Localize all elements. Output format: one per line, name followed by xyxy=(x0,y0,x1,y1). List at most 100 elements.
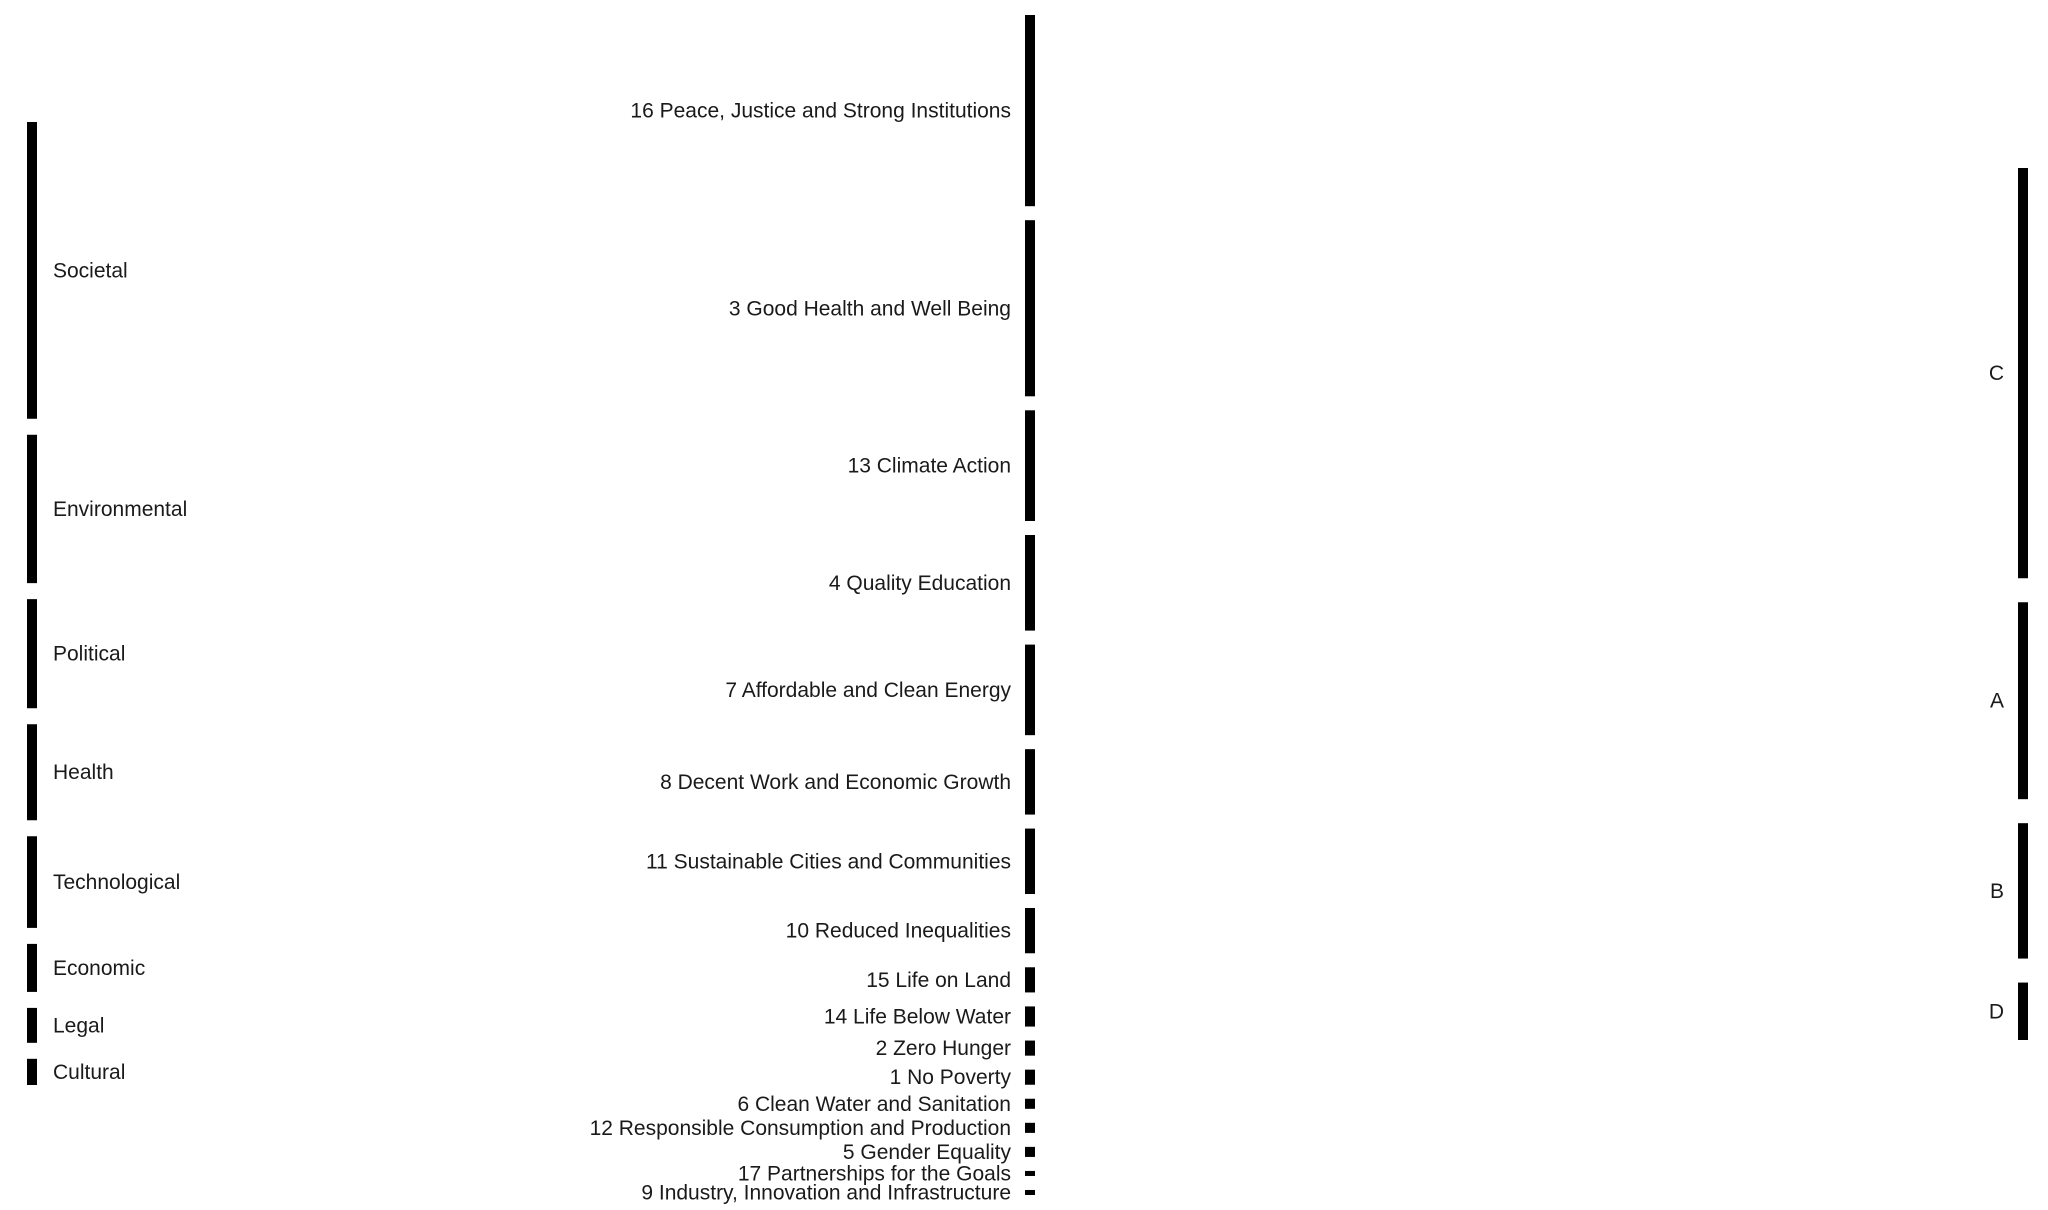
node-label-sdg2: 2 Zero Hunger xyxy=(876,1037,1011,1060)
link-sdg12-to-b xyxy=(1035,942,2018,1133)
node-bar-political xyxy=(27,599,37,709)
node-label-sdg16: 16 Peace, Justice and Strong Institution… xyxy=(630,100,1011,123)
node-label-sdg13: 13 Climate Action xyxy=(848,455,1011,478)
node-bar-sdg2 xyxy=(1025,1040,1035,1056)
node-bar-c xyxy=(2018,168,2028,579)
node-bar-sdg9 xyxy=(1025,1189,1035,1195)
node-label-sdg9: 9 Industry, Innovation and Infrastructur… xyxy=(641,1181,1011,1204)
link-cultural-to-sdg3 xyxy=(37,386,1025,1067)
link-sdg1-to-a xyxy=(1035,770,2018,1084)
node-label-sdg3: 3 Good Health and Well Being xyxy=(729,297,1011,320)
node-label-b: B xyxy=(1990,880,2004,903)
link-sdg13-to-d xyxy=(1035,516,2018,1011)
link-sdg5-to-a xyxy=(1035,779,2018,1152)
link-sdg11-to-c xyxy=(1035,504,2018,868)
link-societal-to-sdg10 xyxy=(37,362,1025,933)
link-sdg9-to-d xyxy=(1035,1036,2018,1195)
node-label-c: C xyxy=(1989,362,2004,385)
node-bar-sdg3 xyxy=(1025,220,1035,397)
node-label-sdg7: 7 Affordable and Clean Energy xyxy=(725,679,1011,702)
node-bar-sdg11 xyxy=(1025,828,1035,894)
link-sdg7-to-a xyxy=(1035,645,2018,734)
link-sdg14-to-b xyxy=(1035,922,2018,1022)
link-environmental-to-sdg6 xyxy=(37,574,1025,1108)
node-bar-sdg16 xyxy=(1025,15,1035,207)
link-sdg6-to-b xyxy=(1035,938,2018,1104)
node-bar-environmental xyxy=(27,434,37,584)
labels-layer: Societal Environmental Political Health Tech… xyxy=(53,100,2004,1205)
link-sdg7-to-d xyxy=(1035,730,2018,1019)
link-legal-to-sdg4 xyxy=(37,610,1025,1029)
node-label-sdg12: 12 Responsible Consumption and Productio… xyxy=(590,1117,1011,1140)
link-sdg16-to-a xyxy=(1035,146,2018,631)
link-sdg3-to-c xyxy=(1035,220,2018,369)
link-sdg8-to-b xyxy=(1035,810,2018,902)
link-sdg8-to-d xyxy=(1035,805,2018,1024)
node-label-sdg4: 4 Quality Education xyxy=(829,572,1011,595)
link-sdg3-to-b xyxy=(1035,371,2018,839)
link-environmental-to-sdg13 xyxy=(37,410,1025,496)
node-bar-legal xyxy=(27,1007,37,1043)
node-bar-sdg4 xyxy=(1025,535,1035,631)
link-sdg5-to-d xyxy=(1035,1032,2018,1157)
link-sdg15-to-b xyxy=(1035,909,2018,982)
link-sdg6-to-c xyxy=(1035,582,2018,1108)
node-bar-economic xyxy=(27,943,37,992)
node-bar-sdg12 xyxy=(1025,1122,1035,1133)
link-sdg16-to-d xyxy=(1035,181,2018,999)
link-sdg10-to-d xyxy=(1035,948,2018,1032)
link-sdg13-to-a xyxy=(1035,496,2018,680)
node-label-technological: Technological xyxy=(53,871,180,894)
node-bar-d xyxy=(2018,982,2028,1040)
link-environmental-to-sdg11 xyxy=(37,561,1025,879)
link-sdg15-to-c xyxy=(1035,558,2018,993)
node-bar-societal xyxy=(27,122,37,419)
node-bar-cultural xyxy=(27,1058,37,1085)
node-label-economic: Economic xyxy=(53,957,145,980)
node-label-sdg8: 8 Decent Work and Economic Growth xyxy=(660,771,1011,794)
link-sdg13-to-c xyxy=(1035,369,2018,451)
node-bar-sdg14 xyxy=(1025,1006,1035,1027)
link-societal-to-sdg8 xyxy=(37,336,1025,780)
link-sdg2-to-c xyxy=(1035,566,2018,1051)
node-label-d: D xyxy=(1989,1000,2004,1023)
link-sdg7-to-b xyxy=(1035,710,2018,897)
node-label-health: Health xyxy=(53,761,114,784)
link-technological-to-sdg11 xyxy=(37,879,1025,924)
link-societal-to-sdg3 xyxy=(37,209,1025,280)
node-label-sdg5: 5 Gender Equality xyxy=(843,1141,1012,1164)
node-label-political: Political xyxy=(53,643,125,666)
node-label-sdg17: 17 Partnerships for the Goals xyxy=(738,1162,1011,1185)
node-bar-health xyxy=(27,724,37,821)
link-sdg14-to-a xyxy=(1035,766,2018,1026)
node-bar-sdg13 xyxy=(1025,410,1035,521)
link-health-to-sdg3 xyxy=(37,296,1025,794)
node-label-sdg15: 15 Life on Land xyxy=(866,969,1011,992)
node-label-legal: Legal xyxy=(53,1014,104,1037)
link-sdg12-to-a xyxy=(1035,775,2018,1128)
link-sdg8-to-c xyxy=(1035,472,2018,790)
node-bar-sdg6 xyxy=(1025,1098,1035,1109)
node-bar-a xyxy=(2018,602,2028,800)
link-sdg3-to-a xyxy=(1035,331,2018,664)
link-technological-to-sdg8 xyxy=(37,789,1025,906)
link-sdg11-to-d xyxy=(1035,889,2018,1028)
link-sdg2-to-b xyxy=(1035,934,2018,1056)
node-label-cultural: Cultural xyxy=(53,1061,125,1084)
link-sdg10-to-a xyxy=(1035,758,2018,943)
link-sdg4-to-b xyxy=(1035,621,2018,881)
link-sdg11-to-b xyxy=(1035,884,2018,905)
node-bar-b xyxy=(2018,823,2028,959)
node-label-societal: Societal xyxy=(53,259,128,282)
node-label-sdg10: 10 Reduced Inequalities xyxy=(786,920,1011,943)
node-bar-sdg17 xyxy=(1025,1170,1035,1176)
link-sdg8-to-a xyxy=(1035,734,2018,805)
link-sdg1-to-c xyxy=(1035,574,2018,1080)
node-label-sdg14: 14 Life Below Water xyxy=(824,1005,1011,1028)
node-bar-sdg10 xyxy=(1025,907,1035,954)
node-label-sdg1: 1 No Poverty xyxy=(890,1066,1012,1089)
nodes-layer xyxy=(27,15,2028,1195)
node-label-sdg6: 6 Clean Water and Sanitation xyxy=(737,1093,1011,1116)
link-sdg3-to-d xyxy=(1035,386,2018,1007)
